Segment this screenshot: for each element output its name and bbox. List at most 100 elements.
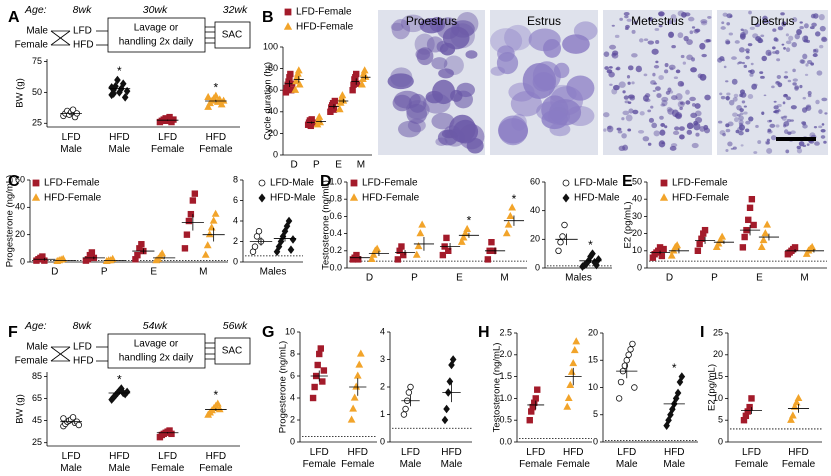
data-point <box>570 345 579 354</box>
cell <box>730 147 734 150</box>
cell <box>704 94 711 101</box>
x-tick-label: M <box>357 160 365 171</box>
data-point <box>414 242 423 250</box>
legend-marker <box>284 8 292 16</box>
cell <box>765 49 772 56</box>
cell <box>659 12 664 17</box>
x-tick-label-line: LFD <box>310 447 329 458</box>
cell <box>611 53 617 57</box>
cell <box>510 91 542 117</box>
cell <box>737 126 744 132</box>
x-tick-label-line: HFD <box>109 132 130 143</box>
cell <box>664 69 669 74</box>
cell <box>677 10 685 17</box>
significance: * <box>588 238 593 252</box>
x-tick-label-line: Female <box>151 463 185 474</box>
legend-label: LFD-Male <box>270 178 314 189</box>
data-point <box>317 345 324 352</box>
cell <box>684 12 691 17</box>
cell <box>802 124 808 129</box>
y-tick-label: 2 <box>290 414 295 424</box>
x-tick-label: LFD Male <box>616 447 638 470</box>
y-tick-label: 20 <box>632 228 642 238</box>
x-tick-label-line: Male <box>616 459 638 470</box>
cell <box>682 61 687 65</box>
x-tick-label: Males <box>565 273 592 284</box>
protocol-box <box>107 333 206 369</box>
cell <box>782 21 787 26</box>
data-point <box>701 226 709 234</box>
cell <box>609 44 617 50</box>
data-point <box>504 220 513 228</box>
data-point <box>285 216 293 226</box>
data-point <box>739 244 747 251</box>
panel-label: E <box>622 173 633 190</box>
x-tick-label: LFD Female <box>151 132 185 155</box>
x-tick-label-line: Male <box>60 144 82 155</box>
cell <box>785 47 791 53</box>
legend-marker <box>258 193 266 203</box>
cell <box>622 110 630 116</box>
y-axis-label: BW (g) <box>15 394 26 424</box>
data-point <box>559 233 566 240</box>
cell <box>743 105 747 108</box>
data-point <box>673 241 682 249</box>
y-tick-label: 0 <box>380 436 385 446</box>
cell <box>787 131 792 135</box>
legend-label: LFD-Female <box>362 178 418 189</box>
data-point <box>631 384 638 391</box>
cell <box>728 32 733 36</box>
x-tick-label-line: LFD <box>742 447 761 458</box>
cell <box>780 116 784 119</box>
end-box <box>214 21 251 49</box>
x-tick-label: LFD Female <box>151 451 185 474</box>
cell <box>794 86 799 91</box>
y-tick-label: 75 <box>32 56 42 66</box>
data-point <box>446 377 454 386</box>
protocol-box <box>107 17 206 53</box>
cell <box>637 129 645 134</box>
cell <box>726 92 731 96</box>
cell <box>627 81 631 85</box>
x-tick-label: HFD Male <box>109 132 131 155</box>
y-axis-label: Testosterone (ng/mL) <box>321 180 332 270</box>
data-point <box>309 394 317 402</box>
cell <box>422 93 451 114</box>
data-point <box>350 393 359 401</box>
cell <box>650 105 654 109</box>
data-point <box>745 216 752 224</box>
cell <box>784 94 788 97</box>
cell <box>658 11 665 17</box>
data-point <box>168 430 175 438</box>
significance: * <box>117 64 122 78</box>
cell <box>733 93 739 98</box>
data-point <box>400 411 408 418</box>
cell <box>685 100 691 105</box>
data-point <box>88 249 96 256</box>
sex-label: Female <box>15 356 49 367</box>
cell <box>720 95 726 100</box>
y-tick-label: 4 <box>233 215 238 225</box>
cell <box>674 126 680 131</box>
data-point <box>209 216 218 224</box>
cell <box>723 65 727 69</box>
y-tick-label: 0 <box>593 436 598 446</box>
cell <box>673 19 677 23</box>
data-point <box>617 378 625 386</box>
data-point <box>355 360 364 368</box>
cell <box>803 23 809 29</box>
x-tick-label: M <box>199 267 207 278</box>
cell <box>748 116 754 122</box>
x-tick-label: D <box>366 273 373 284</box>
data-point <box>508 203 517 211</box>
cell <box>773 100 777 103</box>
y-axis-label: BW (g) <box>15 78 26 108</box>
cell <box>643 73 648 77</box>
cell <box>689 30 694 35</box>
data-point <box>449 355 457 364</box>
age-time: 32wk <box>223 4 248 16</box>
x-tick-label-line: HFD <box>109 451 130 462</box>
y-tick-label: 25 <box>32 118 42 128</box>
data-point <box>788 411 797 419</box>
cell <box>785 40 792 45</box>
